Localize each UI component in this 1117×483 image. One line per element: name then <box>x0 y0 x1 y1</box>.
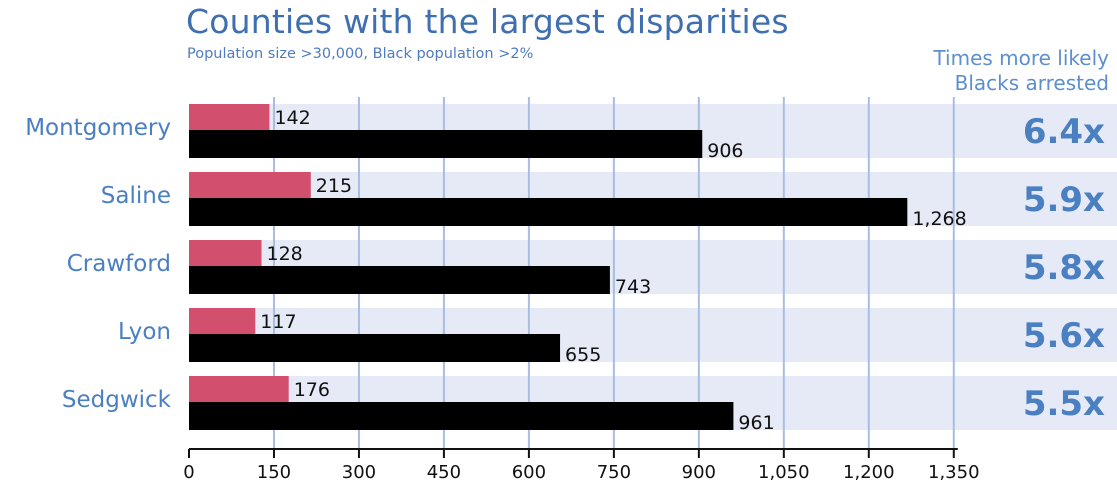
black-bar-label-lyon: 655 <box>565 344 601 366</box>
x-tick-label-900: 900 <box>682 462 716 483</box>
black-bar-lyon <box>189 334 561 362</box>
ratio-value-lyon: 5.6x <box>1022 316 1105 356</box>
black-bar-label-saline: 1,268 <box>912 208 966 230</box>
ratio-header-line-2: Blacks arrested <box>954 71 1109 95</box>
ratio-value-montgomery: 6.4x <box>1022 112 1105 152</box>
pink-bar-label-crawford: 128 <box>267 243 303 265</box>
x-tick-label-0: 0 <box>183 462 194 483</box>
black-bar-label-crawford: 743 <box>615 276 651 298</box>
black-bar-montgomery <box>189 130 703 158</box>
x-tick-label-1200: 1,200 <box>843 462 895 483</box>
x-tick-label-450: 450 <box>427 462 461 483</box>
pink-bar-sedgwick <box>189 376 289 404</box>
category-label-sedgwick: Sedgwick <box>61 387 171 413</box>
pink-bar-montgomery <box>189 104 270 132</box>
chart-subtitle: Population size >30,000, Black populatio… <box>187 46 534 62</box>
x-tick-label-600: 600 <box>512 462 546 483</box>
x-tick-label-1050: 1,050 <box>758 462 810 483</box>
x-tick-label-300: 300 <box>342 462 376 483</box>
black-bar-label-montgomery: 906 <box>707 140 743 162</box>
ratio-value-saline: 5.9x <box>1022 180 1105 220</box>
pink-bar-crawford <box>189 240 262 268</box>
ratio-header: Times more likely Blacks arrested <box>933 46 1109 96</box>
black-bar-label-sedgwick: 961 <box>738 412 774 434</box>
ratio-value-crawford: 5.8x <box>1022 248 1105 288</box>
category-label-lyon: Lyon <box>118 319 171 345</box>
black-bar-saline <box>189 198 908 226</box>
chart-title: Counties with the largest disparities <box>186 2 789 41</box>
pink-bar-label-saline: 215 <box>316 175 352 197</box>
x-tick-label-1350: 1,350 <box>928 462 980 483</box>
black-bar-sedgwick <box>189 402 734 430</box>
x-tick-label-150: 150 <box>257 462 291 483</box>
pink-bar-label-sedgwick: 176 <box>294 379 330 401</box>
pink-bar-label-lyon: 117 <box>260 311 296 333</box>
category-label-crawford: Crawford <box>66 251 171 277</box>
pink-bar-lyon <box>189 308 256 336</box>
x-tick-label-750: 750 <box>597 462 631 483</box>
black-bar-crawford <box>189 266 610 294</box>
category-label-montgomery: Montgomery <box>25 115 171 141</box>
category-label-saline: Saline <box>100 183 171 209</box>
pink-bar-label-montgomery: 142 <box>274 107 310 129</box>
ratio-value-sedgwick: 5.5x <box>1022 384 1105 424</box>
ratio-header-line-1: Times more likely <box>933 46 1109 70</box>
pink-bar-saline <box>189 172 311 200</box>
